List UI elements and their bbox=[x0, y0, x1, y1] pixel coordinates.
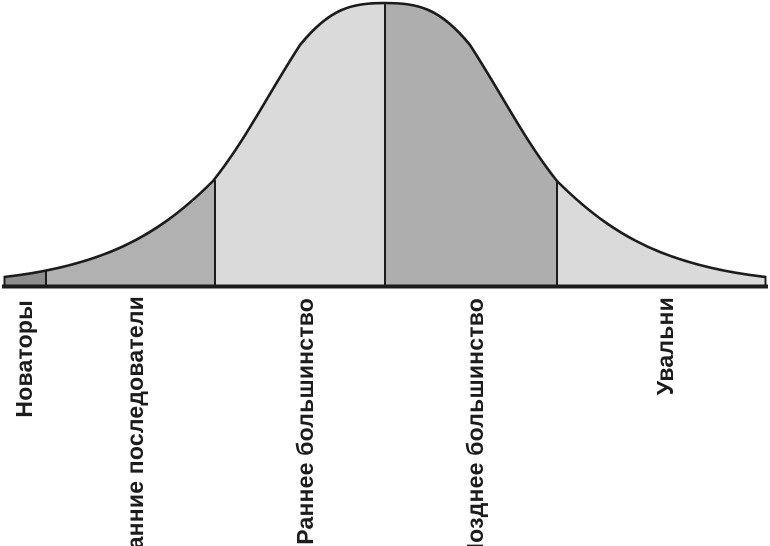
label-late-majority: Позднее большинство bbox=[462, 298, 488, 546]
label-laggards: Увальни bbox=[652, 297, 678, 395]
bell-curve-outline bbox=[3, 1, 767, 279]
segment-laggards bbox=[557, 3, 766, 287]
segment-innovators bbox=[4, 3, 46, 287]
label-early-adopters: Ранние последователи bbox=[122, 296, 148, 546]
label-early-majority: Раннее большинство bbox=[292, 298, 318, 545]
label-innovators: Новаторы bbox=[11, 300, 37, 418]
segment-early-adopters bbox=[46, 3, 215, 287]
